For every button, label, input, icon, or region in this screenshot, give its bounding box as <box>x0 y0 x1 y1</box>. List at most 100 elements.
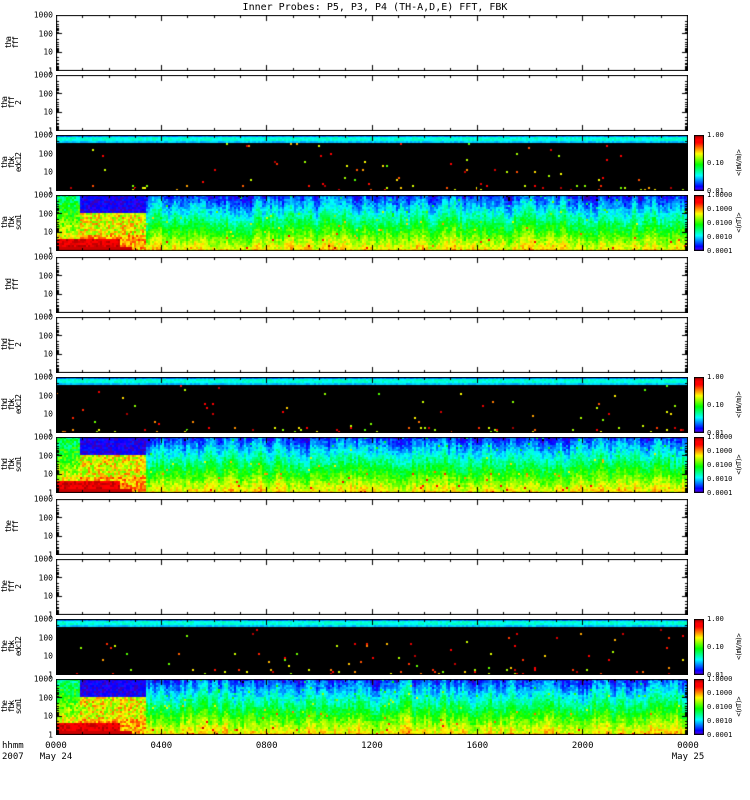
panel-ylabel-tha-fbk-edc12: tha fbk edc12 <box>0 135 23 191</box>
colorbar-tick-label: 1.0000 <box>707 191 733 199</box>
y-tick-label: 100 <box>38 331 53 341</box>
y-tick-label: 10 <box>43 651 53 661</box>
colorbar-tick-label: 0.0010 <box>707 717 733 725</box>
panel-ylabel-line: edc12 <box>14 153 23 173</box>
x-tick-date-label: May 25 <box>671 752 705 762</box>
y-tick-label: 100 <box>38 391 53 401</box>
y-tick-label: 1 <box>48 428 53 438</box>
colorbar-tick-label: 0.0001 <box>707 489 733 497</box>
colorbar-tick-label: 1.00 <box>707 373 724 381</box>
colorbar-tick-label: 0.10 <box>707 401 724 409</box>
spectrogram-thd-fff <box>56 257 688 313</box>
panel-the-fff-2: the fff 2 1000 100 10 1 <box>0 555 750 620</box>
colorbar-tick-label: 0.01 <box>707 187 724 195</box>
y-tick-label: 100 <box>38 513 53 523</box>
y-tick-label: 100 <box>38 693 53 703</box>
colorbar-unit-label: <(mV/m)> <box>735 150 743 176</box>
panel-ylabel-line: 2 <box>14 101 23 105</box>
panel-ylabel-line: scm1 <box>14 457 23 473</box>
spectrogram-tha-fff-2 <box>56 75 688 131</box>
panel-ylabel-line: edc12 <box>14 395 23 415</box>
y-tick-label: 1 <box>48 550 53 560</box>
y-tick-label: 100 <box>38 573 53 583</box>
y-tick-label: 1 <box>48 730 53 740</box>
y-tick-label: 10 <box>43 167 53 177</box>
colorbar-tick-label: 0.0010 <box>707 475 733 483</box>
y-tick-labels: 1000 100 10 1 <box>22 191 55 256</box>
colorbar-the-fbk-edc12 <box>694 619 704 675</box>
y-tick-labels: 1000 100 10 1 <box>22 131 55 196</box>
spectrogram-tha-fbk-edc12 <box>56 135 688 191</box>
colorbar-tick-label: 1.00 <box>707 615 724 623</box>
y-tick-label: 1 <box>48 66 53 76</box>
spectrogram-thd-fbk-edc12 <box>56 377 688 433</box>
y-tick-label: 1000 <box>33 252 53 262</box>
y-tick-label: 1000 <box>33 130 53 140</box>
y-tick-label: 10 <box>43 107 53 117</box>
spectrogram-the-fff <box>56 499 688 555</box>
x-tick-label: 0000 <box>45 741 67 751</box>
y-tick-labels: 1000 100 10 1 <box>22 433 55 498</box>
spectrogram-thd-fff-2 <box>56 317 688 373</box>
x-axis-label-line2: 2007 <box>2 752 24 762</box>
colorbar-unit-label: <(nT)> <box>735 697 743 717</box>
panel-tha-fff-2: tha fff 2 1000 100 10 1 <box>0 71 750 136</box>
y-tick-label: 1000 <box>33 70 53 80</box>
x-tick-label: 0000 <box>677 741 699 751</box>
y-tick-label: 1 <box>48 308 53 318</box>
panel-ylabel-tha-fbk-scm1: tha fbk scm1 <box>0 195 23 251</box>
colorbar-tick-label: 0.10 <box>707 159 724 167</box>
panel-ylabel-thd-fbk-scm1: thd fbk scm1 <box>0 437 23 493</box>
x-axis-label-line1: hhmm <box>2 741 24 751</box>
colorbar-thd-fbk-scm1 <box>694 437 704 493</box>
colorbar-tick-label: 0.0100 <box>707 461 733 469</box>
panel-thd-fff-2: thd fff 2 1000 100 10 1 <box>0 313 750 378</box>
y-tick-label: 100 <box>38 271 53 281</box>
y-tick-label: 100 <box>38 149 53 159</box>
y-tick-label: 10 <box>43 409 53 419</box>
panel-the-fff: the fff 1000 100 10 1 <box>0 495 750 560</box>
y-tick-labels: 1000 100 10 1 <box>22 555 55 620</box>
y-tick-label: 10 <box>43 711 53 721</box>
y-tick-label: 1000 <box>33 312 53 322</box>
x-tick-label: 0800 <box>255 741 278 751</box>
colorbar-thd-fbk-edc12 <box>694 377 704 433</box>
colorbar-tick-label: 0.0100 <box>707 219 733 227</box>
colorbar-tha-fbk-scm1 <box>694 195 704 251</box>
panel-ylabel-line: 2 <box>14 585 23 589</box>
colorbar-tick-label: 0.0100 <box>707 703 733 711</box>
y-tick-label: 1000 <box>33 372 53 382</box>
panel-ylabel-thd-fff-2: thd fff 2 <box>0 317 23 373</box>
y-tick-label: 100 <box>38 451 53 461</box>
spectrogram-the-fbk-edc12 <box>56 619 688 675</box>
y-tick-label: 1 <box>48 488 53 498</box>
spectrogram-tha-fff <box>56 15 688 71</box>
panel-ylabel-line: scm1 <box>14 699 23 715</box>
panel-the-fbk-edc12: the fbk edc12 1000 100 10 1 1.00 0.10 0.01 <(mV/m)… <box>0 615 750 680</box>
y-tick-labels: 1000 100 10 1 <box>22 313 55 378</box>
y-tick-label: 1000 <box>33 674 53 684</box>
y-tick-label: 1000 <box>33 432 53 442</box>
y-tick-label: 10 <box>43 531 53 541</box>
spectrogram-thd-fbk-scm1 <box>56 437 688 493</box>
colorbar-tick-label: 1.0000 <box>707 675 733 683</box>
y-tick-label: 1000 <box>33 190 53 200</box>
colorbar-tick-label: 0.1000 <box>707 205 733 213</box>
y-tick-labels: 1000 100 10 1 <box>22 675 55 740</box>
colorbar-the-fbk-scm1 <box>694 679 704 735</box>
colorbar-tick-label: 0.0001 <box>707 731 733 739</box>
panel-ylabel-thd-fff: thd fff <box>1 257 22 313</box>
colorbar-tick-label: 0.0010 <box>707 233 733 241</box>
panels-container: tha fff 1000 100 10 1 tha fff 2 1000 100 10 1 tha fbk e… <box>0 11 750 740</box>
colorbar-tick-label: 1.00 <box>707 131 724 139</box>
x-axis-label: hhmm 2007 <box>2 741 24 763</box>
colorbar-tick-label: 0.1000 <box>707 689 733 697</box>
x-tick-date-label: May 24 <box>39 752 73 762</box>
y-tick-labels: 1000 100 10 1 <box>22 615 55 680</box>
y-tick-label: 10 <box>43 591 53 601</box>
y-tick-label: 10 <box>43 469 53 479</box>
panel-tha-fff: tha fff 1000 100 10 1 <box>0 11 750 76</box>
colorbar-unit-label: <(nT)> <box>735 455 743 475</box>
y-tick-label: 100 <box>38 209 53 219</box>
